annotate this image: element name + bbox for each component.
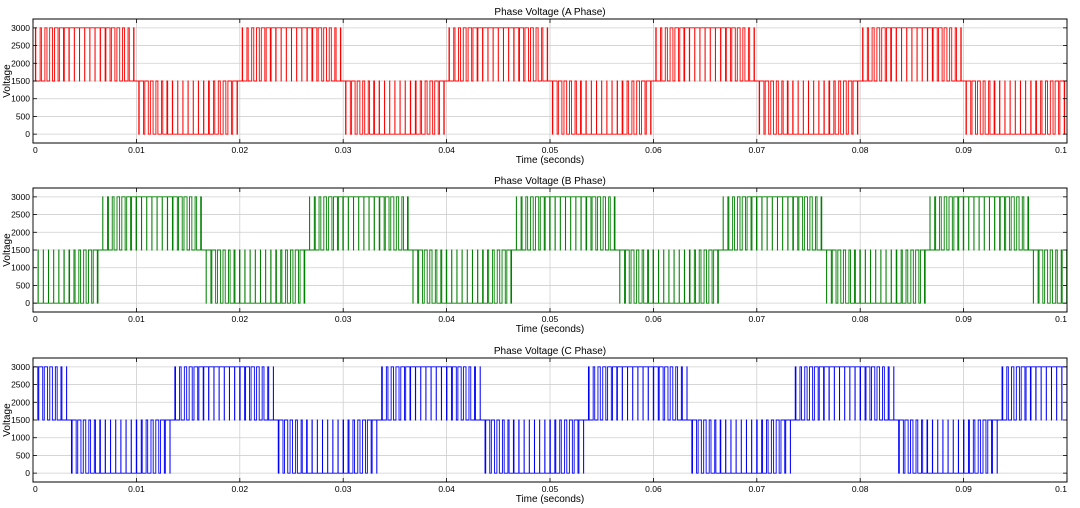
x-tick-label: 0.09 — [955, 484, 972, 494]
subplot-phase-c: 0 0.01 0.02 0.03 0.04 0.05 0.06 0.07 0.08 0.09 0.1… — [2, 346, 1068, 505]
x-tick-label: 0 — [33, 314, 38, 324]
x-tick-label: 0.02 — [232, 314, 249, 324]
y-tick-label: 3000 — [11, 192, 30, 202]
y-tick-label: 3000 — [11, 23, 30, 33]
y-tick-label: 1500 — [11, 415, 30, 425]
y-tick-label: 2000 — [11, 58, 30, 68]
series-line-phase-c — [32, 366, 1068, 474]
x-tick-label: 0.02 — [232, 484, 249, 494]
x-tick-label: 0.01 — [128, 145, 145, 155]
y-tick-label: 1000 — [11, 263, 30, 273]
y-tick-label: 500 — [16, 280, 30, 290]
y-tick-label: 3000 — [11, 362, 30, 372]
y-axis-label: Voltage — [2, 403, 13, 437]
y-tick-label: 0 — [25, 468, 30, 478]
x-tick-label: 0.03 — [335, 484, 352, 494]
x-tick-label: 0.02 — [232, 145, 249, 155]
x-tick-label: 0.07 — [749, 484, 766, 494]
x-tick-label: 0 — [33, 145, 38, 155]
x-axis-label: Time (seconds) — [516, 324, 585, 335]
y-tick-label: 0 — [25, 298, 30, 308]
x-tick-label: 0 — [33, 484, 38, 494]
subplot-phase-b: 0 0.01 0.02 0.03 0.04 0.05 0.06 0.07 0.08 0.09 0.1… — [2, 176, 1068, 335]
x-tick-label: 0.08 — [852, 145, 869, 155]
y-axis-label: Voltage — [2, 233, 13, 267]
x-tick-label: 0.08 — [852, 484, 869, 494]
x-tick-label: 0.04 — [438, 314, 455, 324]
series-line-phase-b — [32, 196, 1068, 304]
y-tick-label: 1000 — [11, 433, 30, 443]
subplot-phase-a: 0 0.01 0.02 0.03 0.04 0.05 0.06 0.07 0.08 0.09 0.1… — [2, 7, 1068, 166]
x-tick-label: 0.09 — [955, 314, 972, 324]
x-tick-label: 0.09 — [955, 145, 972, 155]
x-tick-label: 0.05 — [542, 484, 559, 494]
x-tick-label: 0.08 — [852, 314, 869, 324]
x-axis-label: Time (seconds) — [516, 155, 585, 166]
chart-title: Phase Voltage (A Phase) — [494, 7, 605, 18]
y-tick-label: 2500 — [11, 380, 30, 390]
y-tick-label: 1500 — [11, 76, 30, 86]
y-axis-label: Voltage — [2, 64, 13, 98]
x-tick-label: 0.1 — [1055, 145, 1067, 155]
x-tick-label: 0.06 — [645, 484, 662, 494]
y-tick-label: 2000 — [11, 227, 30, 237]
y-tick-label: 500 — [16, 450, 30, 460]
x-tick-label: 0.05 — [542, 314, 559, 324]
x-tick-label: 0.06 — [645, 314, 662, 324]
x-tick-label: 0.04 — [438, 484, 455, 494]
x-tick-label: 0.04 — [438, 145, 455, 155]
x-tick-label: 0.1 — [1055, 314, 1067, 324]
chart-title: Phase Voltage (B Phase) — [494, 176, 606, 187]
x-tick-label: 0.07 — [749, 314, 766, 324]
series-line-phase-a — [33, 27, 1067, 135]
x-tick-label: 0.06 — [645, 145, 662, 155]
y-tick-label: 500 — [16, 111, 30, 121]
x-tick-label: 0.05 — [542, 145, 559, 155]
chart-title: Phase Voltage (C Phase) — [494, 346, 606, 357]
y-tick-label: 2500 — [11, 41, 30, 51]
x-tick-label: 0.07 — [749, 145, 766, 155]
x-axis-label: Time (seconds) — [516, 494, 585, 505]
y-tick-label: 2500 — [11, 210, 30, 220]
x-tick-label: 0.03 — [335, 145, 352, 155]
x-tick-label: 0.01 — [128, 484, 145, 494]
y-tick-label: 1000 — [11, 94, 30, 104]
x-tick-label: 0.01 — [128, 314, 145, 324]
x-tick-label: 0.1 — [1055, 484, 1067, 494]
x-tick-label: 0.03 — [335, 314, 352, 324]
y-tick-label: 1500 — [11, 245, 30, 255]
y-tick-label: 0 — [25, 129, 30, 139]
y-tick-label: 2000 — [11, 397, 30, 407]
